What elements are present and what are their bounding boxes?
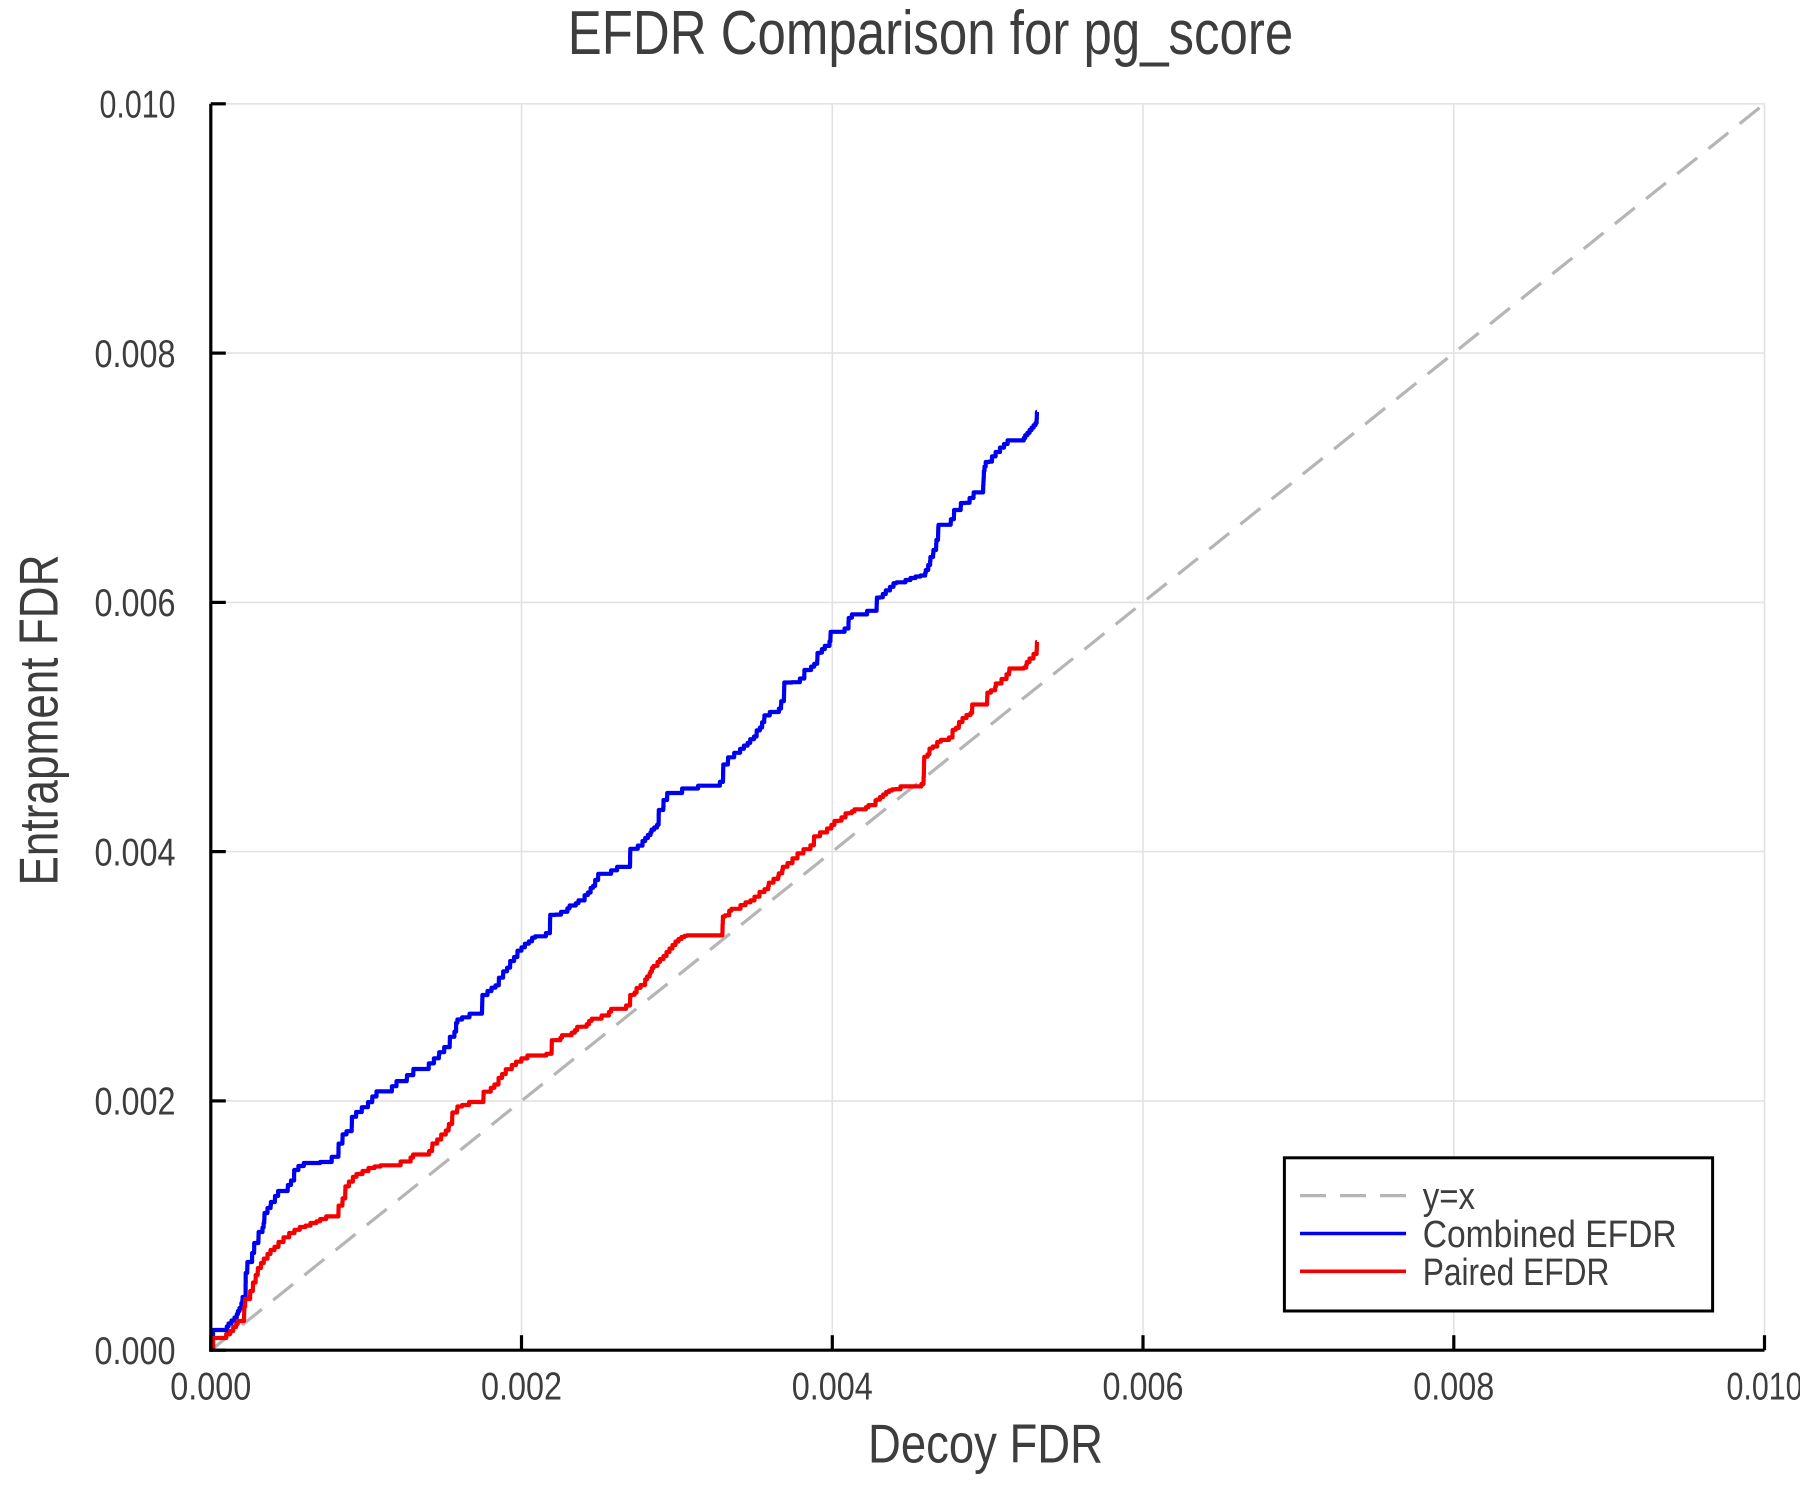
svg-text:Combined EFDR: Combined EFDR	[1423, 1214, 1677, 1256]
svg-text:0.004: 0.004	[95, 831, 176, 874]
svg-text:0.006: 0.006	[1103, 1366, 1184, 1409]
svg-text:0.004: 0.004	[792, 1366, 873, 1409]
svg-text:Entrapment FDR: Entrapment FDR	[8, 555, 70, 886]
svg-text:0.008: 0.008	[95, 333, 176, 376]
svg-text:0.002: 0.002	[95, 1081, 176, 1124]
svg-text:0.006: 0.006	[95, 582, 176, 625]
svg-text:EFDR Comparison for pg_score: EFDR Comparison for pg_score	[568, 0, 1294, 68]
svg-text:0.008: 0.008	[1413, 1366, 1494, 1409]
svg-text:0.000: 0.000	[170, 1366, 251, 1409]
svg-text:Paired EFDR: Paired EFDR	[1423, 1252, 1610, 1294]
svg-text:y=x: y=x	[1423, 1176, 1475, 1218]
svg-text:0.010: 0.010	[100, 84, 176, 127]
svg-text:0.000: 0.000	[95, 1330, 176, 1373]
svg-text:Decoy FDR: Decoy FDR	[868, 1413, 1103, 1475]
svg-text:0.002: 0.002	[481, 1366, 562, 1409]
svg-text:0.010: 0.010	[1727, 1366, 1800, 1409]
